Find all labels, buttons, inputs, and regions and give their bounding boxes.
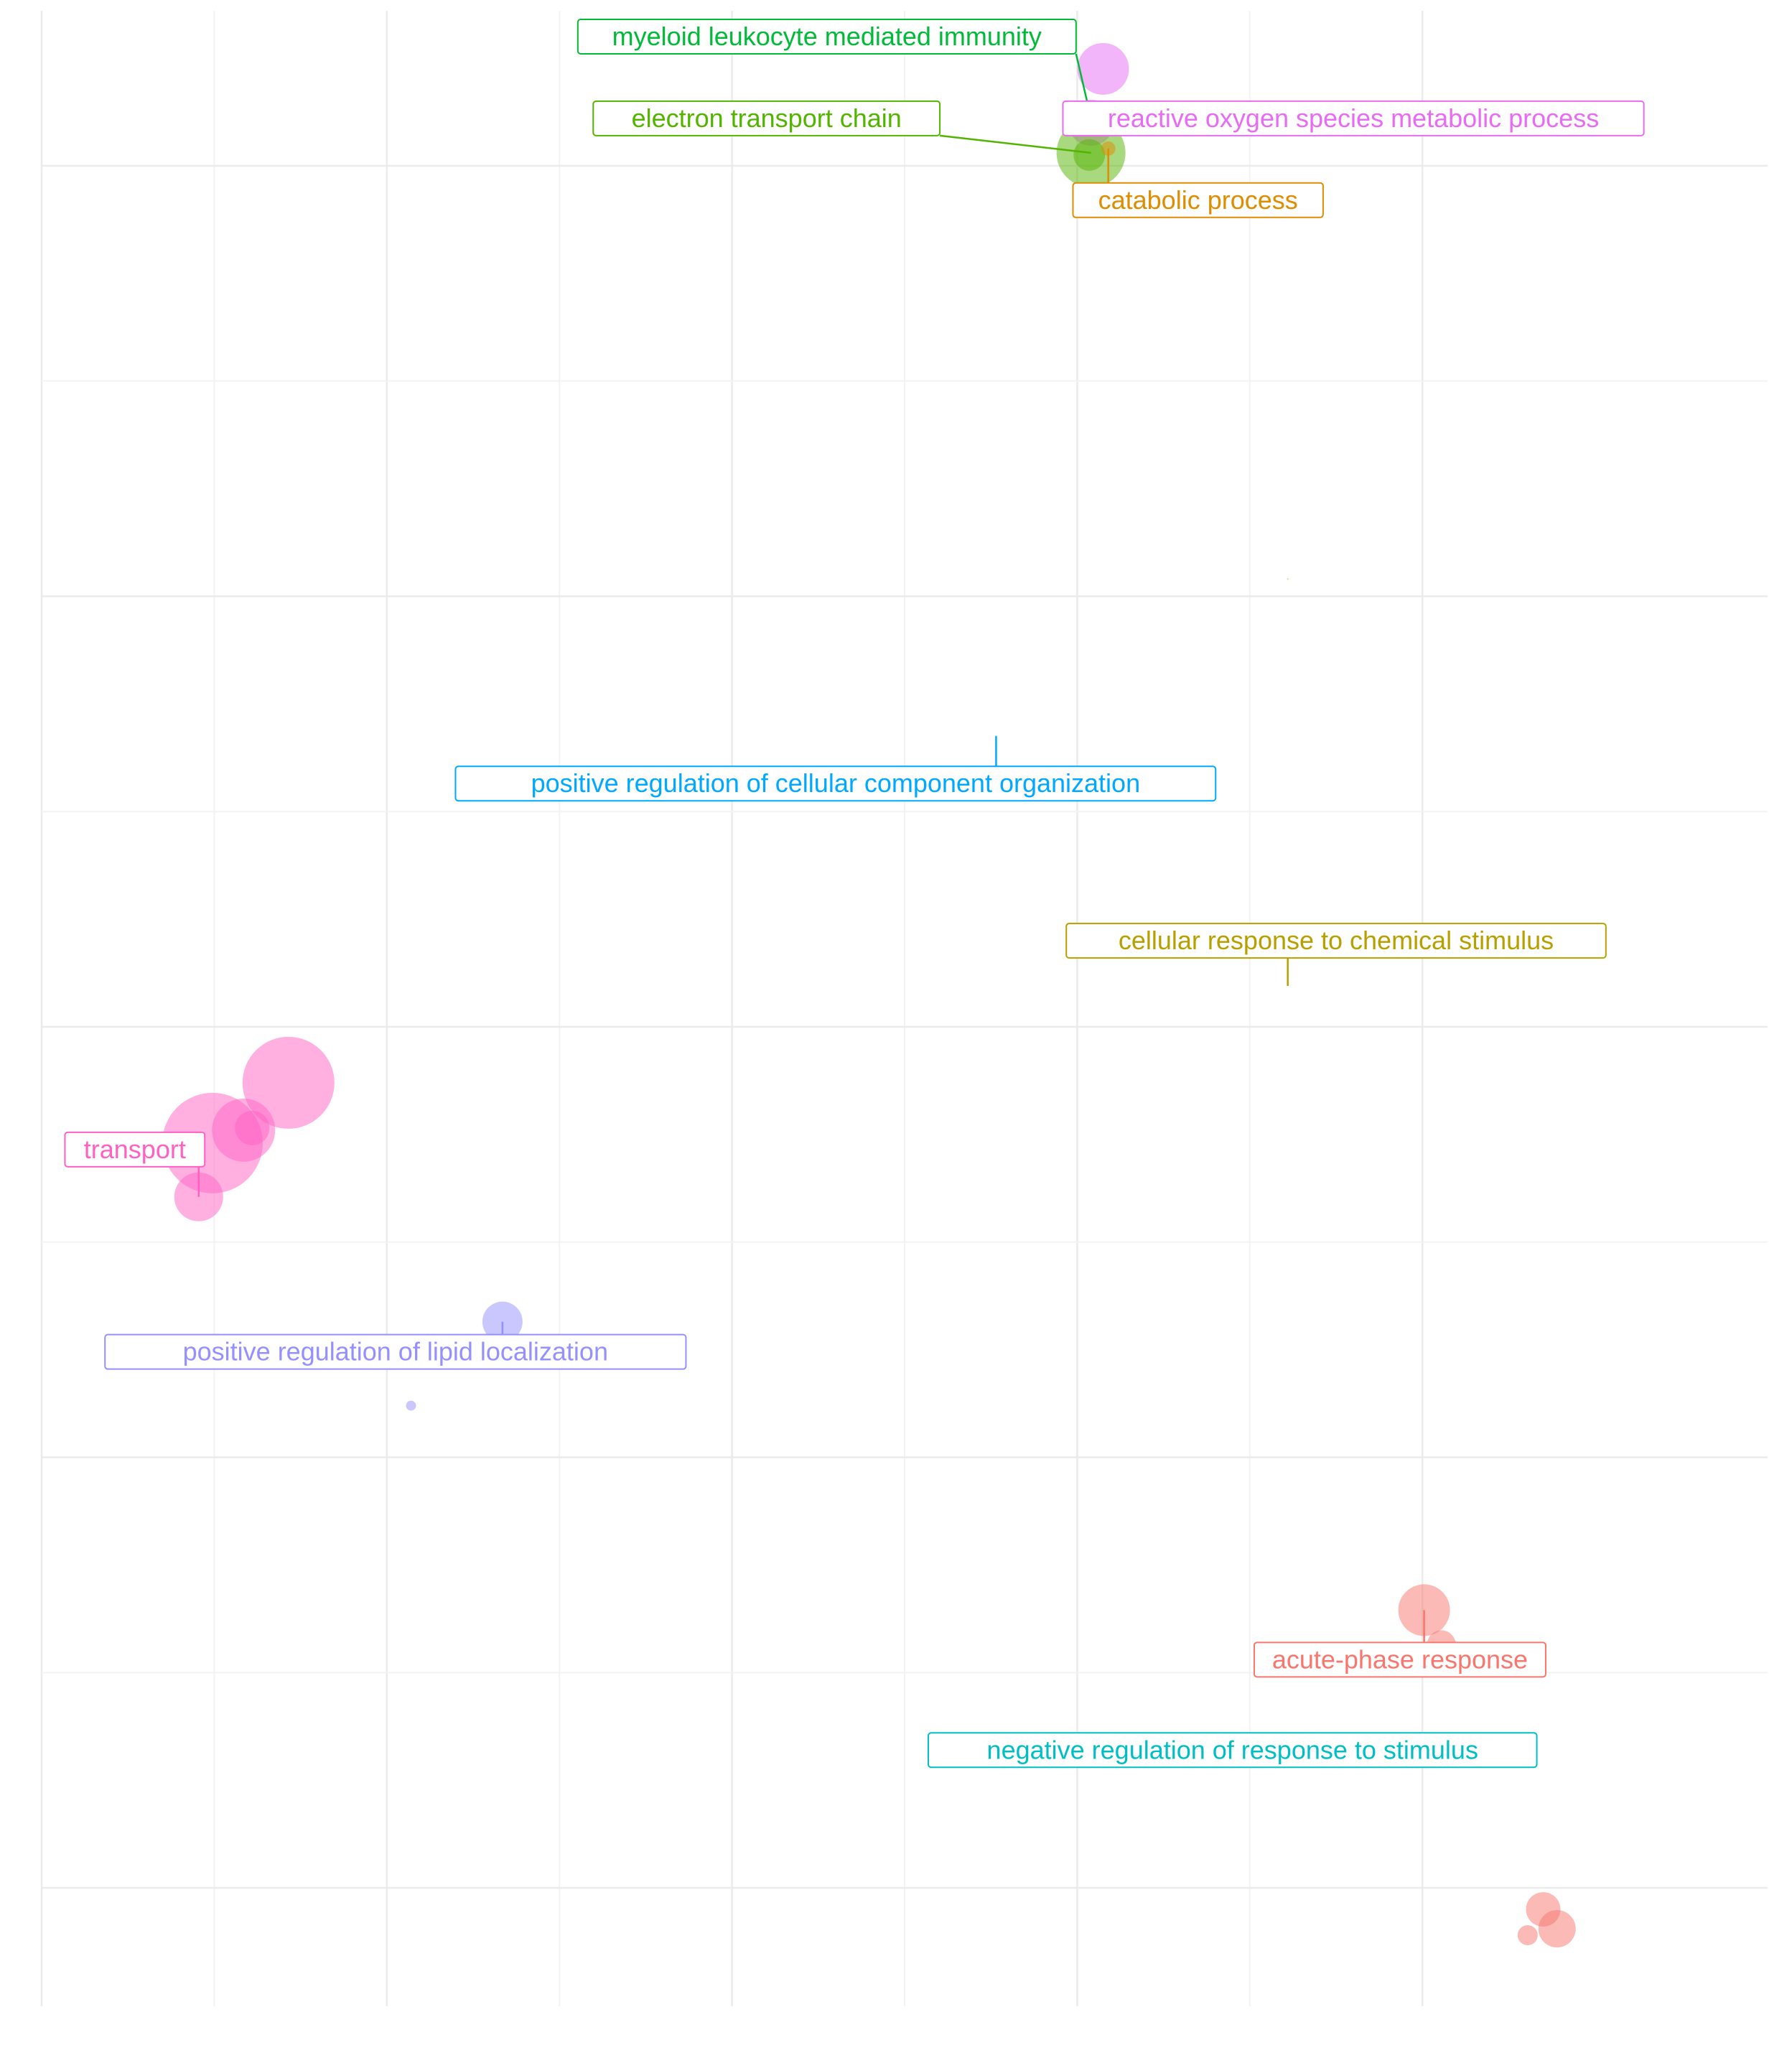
term-label-text: transport	[84, 1135, 186, 1164]
term-label-text: reactive oxygen species metabolic proces…	[1108, 103, 1599, 133]
term-label-box	[64, 1131, 206, 1168]
term-label-text: myeloid leukocyte mediated immunity	[612, 22, 1042, 51]
term-label: cellular response to chemical stimulus	[1065, 923, 1607, 959]
term-label-box	[454, 765, 1217, 802]
data-point	[1538, 1910, 1576, 1948]
term-label-box	[1065, 923, 1607, 959]
term-label-box	[577, 18, 1077, 55]
term-label: electron transport chain	[592, 100, 941, 136]
term-label-text: positive regulation of lipid localizatio…	[183, 1337, 608, 1366]
term-label-text: positive regulation of cellular componen…	[531, 768, 1141, 798]
term-label-box	[592, 100, 941, 136]
term-label: myeloid leukocyte mediated immunity	[577, 18, 1077, 55]
term-label-text: negative regulation of response to stimu…	[987, 1735, 1478, 1764]
label-connector	[939, 134, 1091, 154]
term-label-text: acute-phase response	[1272, 1644, 1528, 1674]
term-label-box	[104, 1333, 687, 1370]
term-label: positive regulation of lipid localizatio…	[104, 1333, 687, 1370]
grid	[40, 11, 1768, 2006]
term-label: reactive oxygen species metabolic proces…	[1062, 100, 1645, 136]
term-label-text: cellular response to chemical stimulus	[1119, 926, 1554, 955]
term-label: negative regulation of response to stimu…	[927, 1732, 1538, 1769]
term-label: positive regulation of cellular componen…	[454, 765, 1217, 802]
term-label: transport	[64, 1131, 206, 1168]
term-label-box	[1072, 182, 1324, 218]
term-label: acute-phase response	[1253, 1641, 1546, 1678]
labels-layer: myeloid leukocyte mediated immunity react…	[64, 18, 1645, 1769]
term-label-box	[1062, 100, 1645, 136]
term-label: catabolic process	[1072, 182, 1324, 218]
data-point	[406, 1400, 416, 1411]
term-label-box	[927, 1732, 1538, 1769]
data-point	[1517, 1925, 1538, 1946]
data-point	[1073, 139, 1106, 171]
data-point	[1287, 578, 1289, 580]
term-label-text: electron transport chain	[632, 103, 902, 133]
data-point	[242, 1036, 335, 1129]
term-label-box	[1253, 1641, 1546, 1678]
term-label-text: catabolic process	[1098, 185, 1298, 215]
data-point	[1077, 42, 1129, 95]
